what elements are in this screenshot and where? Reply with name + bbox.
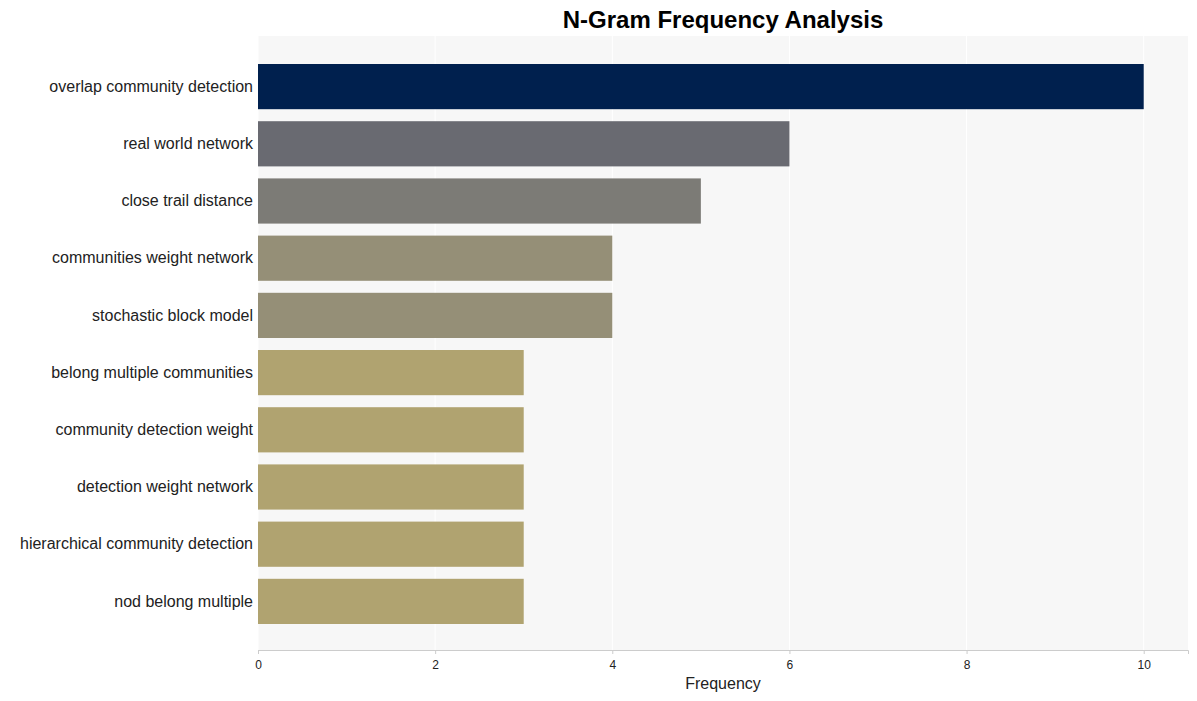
x-tick-mark: [612, 650, 613, 654]
y-axis-line: [258, 59, 259, 631]
x-axis-line: [259, 651, 1189, 655]
x-tick-mark: [1144, 650, 1145, 654]
y-tick-label: hierarchical community detection: [20, 535, 253, 552]
bar: [258, 178, 701, 223]
y-tick: nod belong multiple: [114, 593, 258, 610]
grid: [258, 36, 1144, 650]
y-tick-label: belong multiple communities: [51, 364, 253, 381]
y-tick: close trail distance: [121, 192, 258, 209]
plot-background: [258, 36, 1188, 650]
y-tick: belong multiple communities: [51, 364, 258, 381]
x-tick-label: 0: [255, 658, 262, 672]
x-tick: 4: [609, 650, 616, 672]
grid-line: [966, 36, 967, 650]
x-tick: 8: [964, 650, 971, 672]
y-tick-label: detection weight network: [77, 478, 254, 495]
x-tick-label: 4: [609, 658, 616, 672]
chart: 0 2 4 6 8 10 overlap community detection real w…: [0, 0, 1197, 701]
bar: [258, 522, 524, 567]
bar: [258, 464, 524, 509]
x-tick-label: 6: [787, 658, 794, 672]
y-tick: community detection weight: [56, 421, 258, 438]
y-tick-label: stochastic block model: [92, 307, 253, 324]
bar: [258, 350, 524, 395]
y-tick-label: community detection weight: [56, 421, 254, 438]
x-tick-mark: [258, 650, 259, 654]
x-tick: 6: [787, 650, 794, 672]
x-tick-label: 10: [1138, 658, 1152, 672]
x-tick-mark: [967, 650, 968, 654]
x-tick-mark: [435, 650, 436, 654]
x-tick-label: 8: [964, 658, 971, 672]
y-tick-label: nod belong multiple: [114, 593, 253, 610]
x-tick: 10: [1138, 650, 1152, 672]
bar: [258, 407, 524, 452]
bars: [258, 64, 1144, 624]
y-tick: hierarchical community detection: [20, 535, 258, 552]
bar: [258, 236, 612, 281]
x-tick: 0: [255, 650, 262, 672]
y-tick-label: overlap community detection: [49, 78, 253, 95]
y-tick-label: communities weight network: [52, 249, 254, 266]
y-tick: detection weight network: [77, 478, 258, 495]
y-tick-label: close trail distance: [121, 192, 253, 209]
bar: [258, 121, 789, 166]
y-axis: overlap community detection real world ne…: [20, 59, 259, 631]
y-tick: overlap community detection: [49, 78, 258, 95]
x-tick-label: 2: [432, 658, 439, 672]
x-axis: 0 2 4 6 8 10: [255, 650, 1188, 672]
y-tick: real world network: [123, 135, 258, 152]
x-axis-title: Frequency: [685, 675, 761, 692]
grid-line: [1143, 36, 1144, 650]
x-tick-mark: [789, 650, 790, 654]
bar: [258, 64, 1144, 109]
y-tick-label: real world network: [123, 135, 254, 152]
bar: [258, 579, 524, 624]
bar: [258, 293, 612, 338]
x-tick: 2: [432, 650, 439, 672]
title: N-Gram Frequency Analysis: [563, 6, 884, 33]
y-tick: communities weight network: [52, 249, 258, 266]
y-tick: stochastic block model: [92, 307, 258, 324]
